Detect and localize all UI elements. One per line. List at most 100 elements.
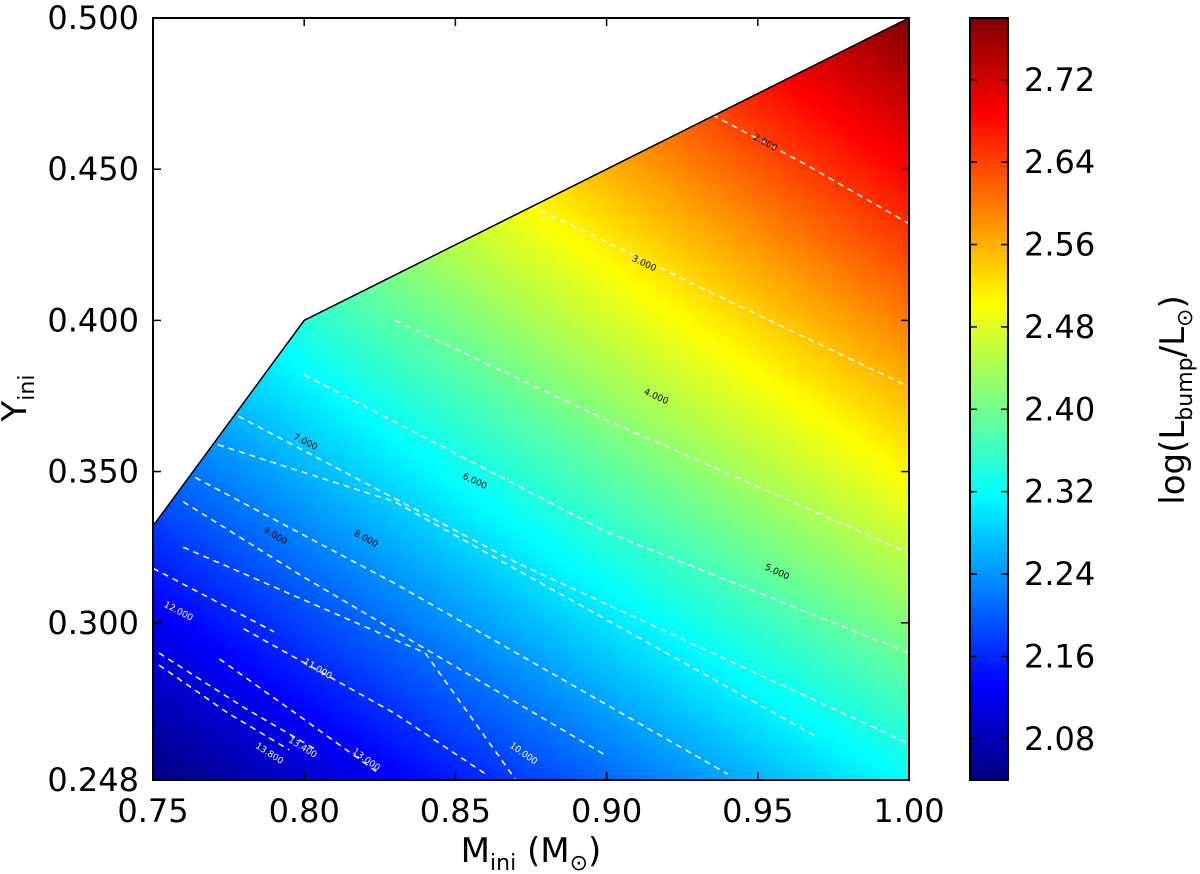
heatmap-cell <box>165 768 172 775</box>
heatmap-cell <box>357 102 364 109</box>
heatmap-cell <box>357 570 364 577</box>
heatmap-cell <box>339 168 346 175</box>
heatmap-cell <box>327 678 334 685</box>
heatmap-cell <box>165 510 172 517</box>
heatmap-cell <box>243 366 250 373</box>
heatmap-cell <box>291 552 298 559</box>
heatmap-cell <box>195 558 202 565</box>
heatmap-cell <box>357 30 364 37</box>
heatmap-cell <box>201 108 208 115</box>
heatmap-cell <box>279 654 286 661</box>
heatmap-cell <box>345 732 352 739</box>
heatmap-cell <box>285 750 292 757</box>
heatmap-cell <box>195 258 202 265</box>
heatmap-cell <box>201 72 208 79</box>
heatmap-cell <box>315 462 322 469</box>
heatmap-cell <box>303 696 310 703</box>
heatmap-cell <box>273 366 280 373</box>
heatmap-cell <box>267 210 274 217</box>
heatmap-cell <box>309 330 316 337</box>
heatmap-cell <box>375 696 382 703</box>
heatmap-cell <box>177 438 184 445</box>
heatmap-cell <box>195 534 202 541</box>
heatmap-cell <box>159 624 166 631</box>
heatmap-cell <box>297 408 304 415</box>
heatmap-cell <box>231 306 238 313</box>
heatmap-cell <box>291 138 298 145</box>
heatmap-cell <box>297 666 304 673</box>
heatmap-cell <box>357 180 364 187</box>
heatmap-cell <box>321 546 328 553</box>
heatmap-cell <box>381 426 388 433</box>
heatmap-cell <box>189 234 196 241</box>
heatmap-cell <box>261 216 268 223</box>
heatmap-cell <box>375 60 382 67</box>
heatmap-cell <box>177 60 184 67</box>
heatmap-cell <box>351 762 358 769</box>
heatmap-cell <box>381 168 388 175</box>
heatmap-cell <box>231 450 238 457</box>
heatmap-cell <box>297 372 304 379</box>
heatmap-cell <box>297 606 304 613</box>
heatmap-cell <box>159 138 166 145</box>
heatmap-cell <box>261 300 268 307</box>
heatmap-cell <box>171 48 178 55</box>
heatmap-cell <box>345 606 352 613</box>
heatmap-cell <box>153 552 160 559</box>
heatmap-cell <box>225 54 232 61</box>
heatmap-cell <box>183 168 190 175</box>
heatmap-cell <box>159 258 166 265</box>
heatmap-cell <box>201 480 208 487</box>
heatmap-cell <box>165 36 172 43</box>
heatmap-cell <box>225 276 232 283</box>
heatmap-cell <box>339 180 346 187</box>
heatmap-cell <box>231 366 238 373</box>
heatmap-cell <box>315 660 322 667</box>
heatmap-cell <box>333 78 340 85</box>
heatmap-cell <box>357 372 364 379</box>
heatmap-cell <box>255 720 262 727</box>
heatmap-cell <box>321 204 328 211</box>
heatmap-cell <box>207 474 214 481</box>
heatmap-cell <box>243 78 250 85</box>
heatmap-cell <box>303 666 310 673</box>
heatmap-cell <box>339 726 346 733</box>
heatmap-cell <box>231 666 238 673</box>
heatmap-cell <box>285 702 292 709</box>
heatmap-cell <box>255 666 262 673</box>
heatmap-cell <box>309 648 316 655</box>
heatmap-cell <box>153 744 160 751</box>
heatmap-cell <box>231 486 238 493</box>
heatmap-cell <box>339 126 346 133</box>
heatmap-cell <box>219 768 226 775</box>
heatmap-cell <box>291 66 298 73</box>
heatmap-cell <box>285 642 292 649</box>
heatmap-cell <box>225 114 232 121</box>
heatmap-cell <box>315 348 322 355</box>
heatmap-cell <box>381 732 388 739</box>
heatmap-cell <box>327 498 334 505</box>
heatmap-cell <box>363 204 370 211</box>
heatmap-cell <box>297 366 304 373</box>
heatmap-cell <box>165 774 172 780</box>
heatmap-cell <box>315 78 322 85</box>
heatmap-cell <box>381 36 388 43</box>
heatmap-cell <box>285 30 292 37</box>
heatmap-cell <box>183 630 190 637</box>
heatmap-cell <box>297 252 304 259</box>
heatmap-cell <box>207 684 214 691</box>
heatmap-cell <box>375 192 382 199</box>
heatmap-cell <box>159 456 166 463</box>
heatmap-cell <box>297 210 304 217</box>
heatmap-cell <box>333 426 340 433</box>
heatmap-cell <box>165 522 172 529</box>
heatmap-cell <box>339 468 346 475</box>
heatmap-cell <box>369 42 376 49</box>
heatmap-cell <box>225 588 232 595</box>
heatmap-cell <box>159 300 166 307</box>
heatmap-cell <box>231 186 238 193</box>
heatmap-cell <box>195 90 202 97</box>
heatmap-cell <box>231 744 238 751</box>
heatmap-cell <box>369 588 376 595</box>
heatmap-cell <box>285 606 292 613</box>
